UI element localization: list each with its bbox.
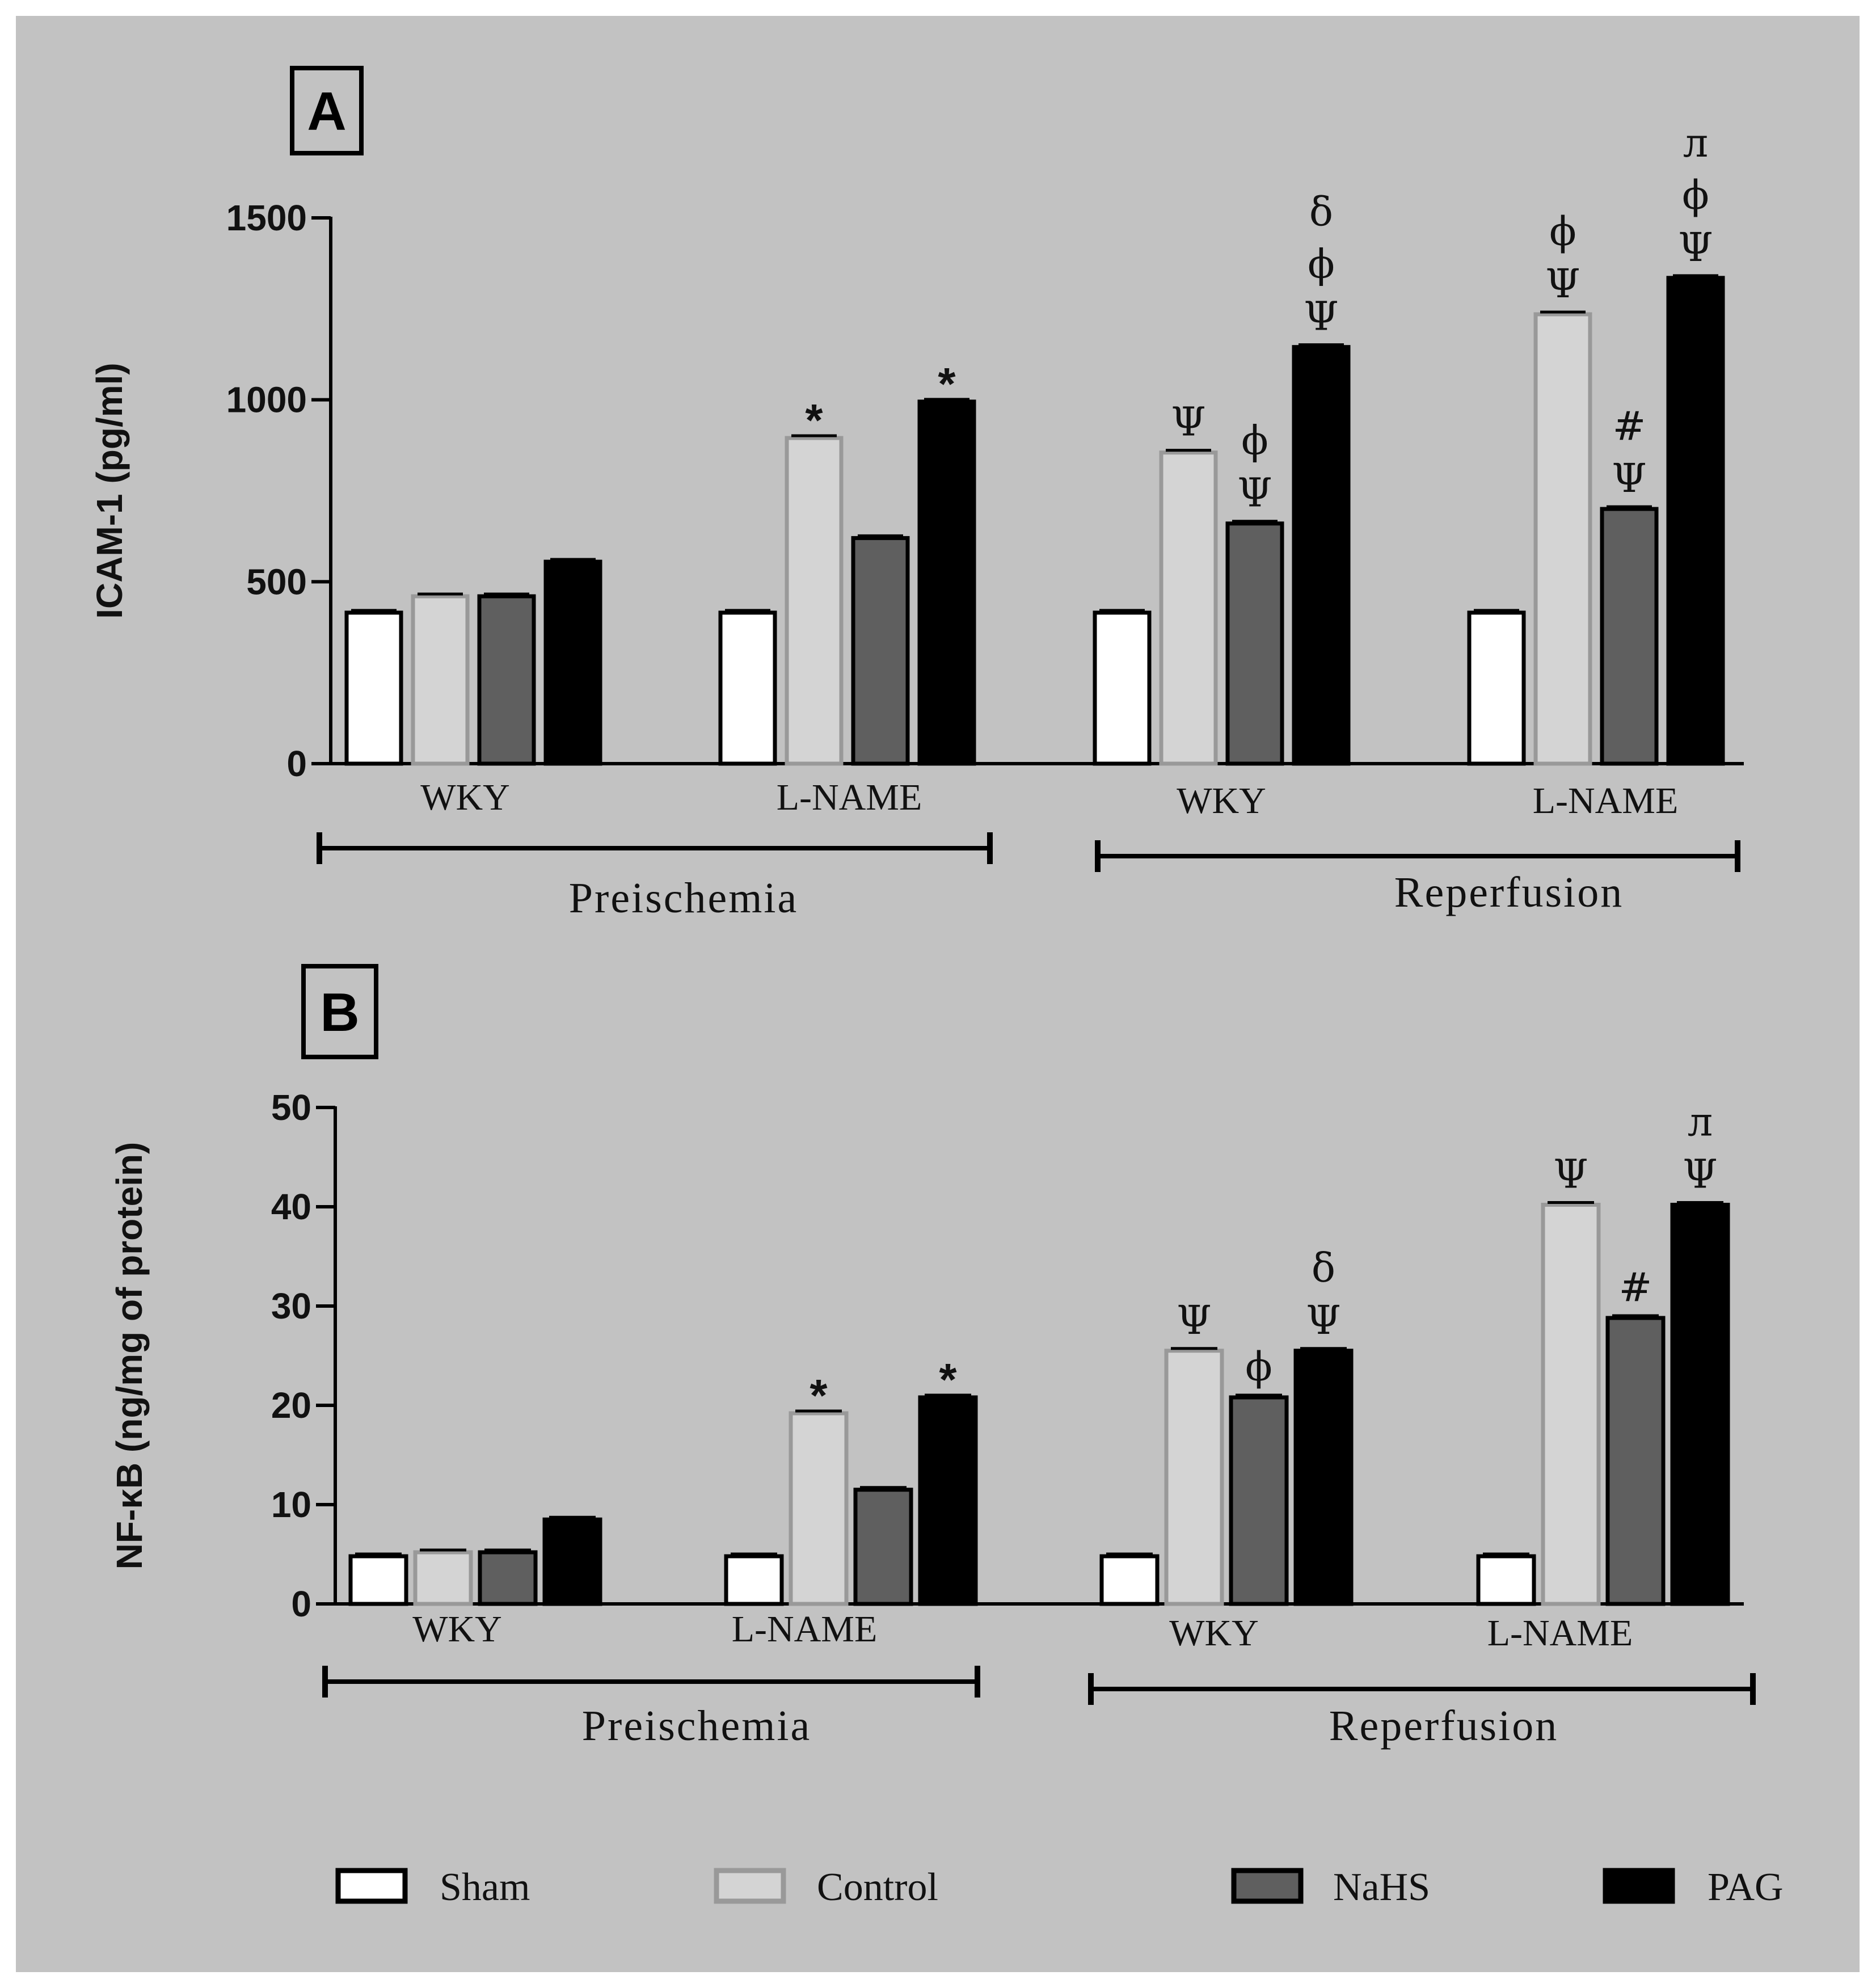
chart-panel-b: B 0 10 20 30 40 50 NF-κB (ng/mg of protein) WKY L… <box>109 964 1756 1750</box>
bar-sham <box>344 610 403 766</box>
group-label: Reperfusion <box>1329 1702 1558 1750</box>
bar-nahs <box>851 536 910 766</box>
y-tick-label: 20 <box>271 1385 311 1426</box>
bar-sham <box>718 610 777 766</box>
significance-mark: Ψ <box>1171 399 1205 445</box>
legend-swatch-control <box>714 1868 786 1904</box>
legend-label-nahs: NaHS <box>1333 1865 1430 1909</box>
bar-control <box>789 1411 849 1606</box>
bar-control <box>413 1550 473 1606</box>
significance-mark: δ <box>1312 1245 1335 1291</box>
y-tick-label: 50 <box>271 1087 311 1128</box>
legend-label-sham: Sham <box>440 1865 530 1909</box>
bar-nahs <box>1600 507 1659 766</box>
bar-sham <box>348 1554 408 1606</box>
x-category-label: L-NAME <box>1533 780 1679 822</box>
bar-pag <box>1670 1203 1730 1606</box>
y-tick-label: 1000 <box>226 380 307 420</box>
bar-nahs <box>478 1550 538 1606</box>
bar-control <box>1164 1349 1224 1606</box>
significance-mark: Ψ <box>1612 455 1646 502</box>
significance-mark: * <box>810 1370 828 1421</box>
x-category-label: WKY <box>420 777 510 818</box>
significance-mark: л <box>1683 120 1708 166</box>
significance-mark: Ψ <box>1237 470 1272 516</box>
significance-mark: Ψ <box>1306 1297 1340 1343</box>
significance-mark: Ψ <box>1683 1151 1717 1198</box>
group-label: Preischemia <box>569 874 798 922</box>
significance-mark: Ψ <box>1678 224 1713 271</box>
legend: Sham Control NaHS PAG <box>335 1865 1784 1909</box>
bar-pag <box>1292 345 1351 766</box>
bar-sham <box>1476 1554 1536 1606</box>
bar-sham <box>1467 610 1526 766</box>
bar-sham <box>1099 1554 1160 1606</box>
y-tick-label: 30 <box>271 1286 311 1326</box>
significance-mark: ϕ <box>1245 1343 1272 1390</box>
y-tick-label: 0 <box>291 1583 311 1624</box>
x-category-label: WKY <box>412 1608 502 1650</box>
group-label: Reperfusion <box>1394 869 1624 916</box>
y-axis-label: NF-κB (ng/mg of protein) <box>109 1142 150 1570</box>
y-tick-label: 1500 <box>226 197 307 238</box>
bar-pag <box>1666 276 1725 766</box>
significance-mark: ϕ <box>1308 241 1335 288</box>
significance-mark: Ψ <box>1553 1151 1588 1198</box>
y-tick-label: 10 <box>271 1484 311 1525</box>
significance-mark: ϕ <box>1682 172 1709 218</box>
bar-nahs <box>1605 1316 1666 1606</box>
bar-sham <box>1093 610 1152 766</box>
y-tick-label: 500 <box>246 561 307 602</box>
panel-letter-box <box>290 66 364 155</box>
bar-pag <box>917 399 976 766</box>
bar-control <box>1159 450 1218 766</box>
bar-pag <box>543 559 602 766</box>
significance-mark: л <box>1688 1099 1713 1145</box>
x-category-label: L-NAME <box>732 1608 878 1650</box>
significance-mark: * <box>938 359 956 409</box>
panel-letter: B <box>320 982 359 1043</box>
legend-swatch-pag <box>1603 1868 1675 1904</box>
bar-control <box>1533 312 1592 766</box>
x-category-label: L-NAME <box>777 777 922 818</box>
significance-mark: # <box>1613 403 1646 449</box>
x-category-label: WKY <box>1177 780 1266 822</box>
legend-label-pag: PAG <box>1708 1865 1784 1909</box>
legend-swatch-nahs <box>1231 1868 1304 1904</box>
bar-control <box>411 594 470 766</box>
chart-panel-a: A 0 500 1000 1500 ICAM-1 (pg/ml) WKY L-NAME WKY L… <box>89 66 1744 922</box>
legend-swatch-sham <box>335 1868 408 1904</box>
panel-letter-box <box>301 964 378 1059</box>
significance-mark: Ψ <box>1545 260 1580 307</box>
significance-mark: ϕ <box>1549 208 1576 255</box>
bar-nahs <box>853 1488 913 1606</box>
significance-mark: * <box>805 395 823 445</box>
legend-label-control: Control <box>817 1865 938 1909</box>
x-category-label: WKY <box>1169 1612 1259 1654</box>
bar-pag <box>542 1517 602 1606</box>
bar-pag <box>918 1395 978 1606</box>
significance-mark: δ <box>1309 189 1333 235</box>
significance-mark: # <box>1619 1264 1652 1311</box>
bar-nahs <box>1229 1395 1289 1606</box>
bar-nahs <box>1225 521 1284 766</box>
significance-mark: ϕ <box>1241 418 1268 464</box>
panel-letter: A <box>307 81 346 142</box>
y-axis-label: ICAM-1 (pg/ml) <box>89 363 130 619</box>
significance-mark: Ψ <box>1304 293 1338 340</box>
bar-control <box>785 436 844 766</box>
y-tick-label: 40 <box>271 1186 311 1227</box>
x-category-label: L-NAME <box>1487 1612 1633 1654</box>
y-tick-label: 0 <box>286 743 307 784</box>
bar-pag <box>1293 1349 1354 1606</box>
bar-nahs <box>477 594 536 766</box>
bar-control <box>1541 1203 1601 1606</box>
group-label: Preischemia <box>582 1702 811 1750</box>
significance-mark: * <box>939 1354 957 1405</box>
significance-mark: Ψ <box>1177 1297 1211 1343</box>
bar-sham <box>724 1554 784 1606</box>
